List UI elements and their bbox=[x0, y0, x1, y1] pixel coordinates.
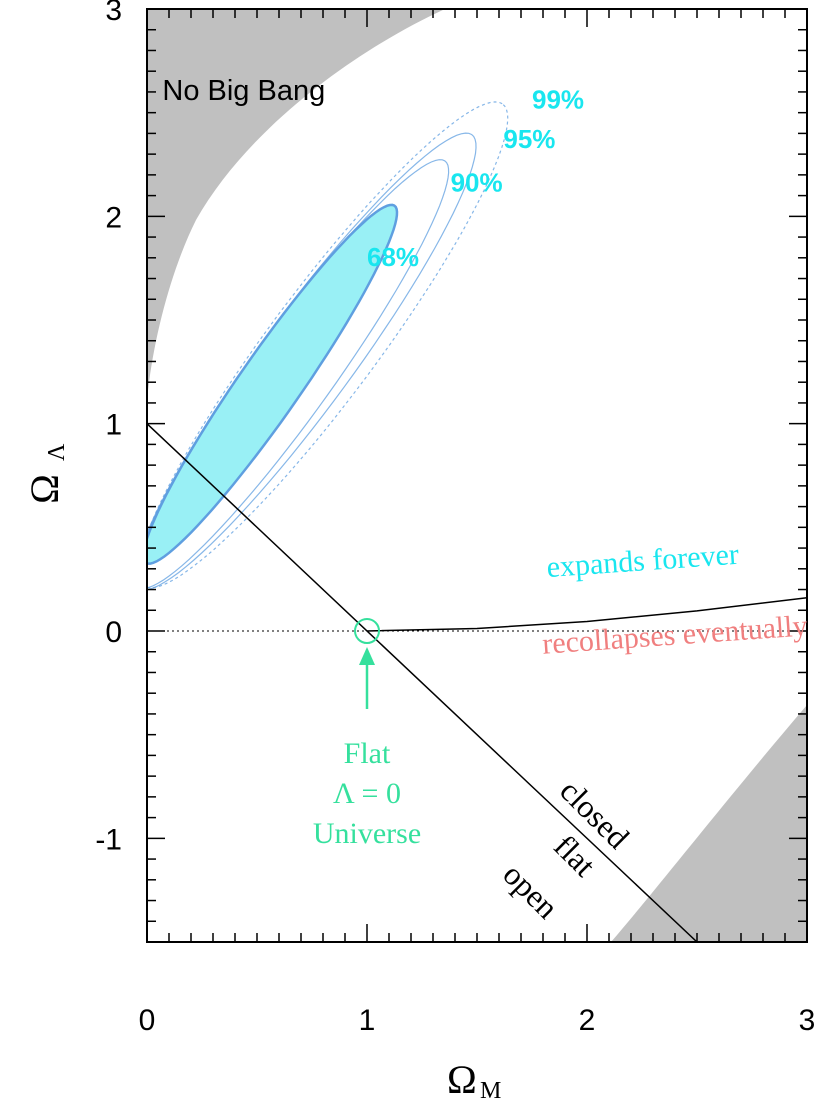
no-big-bang-label: No Big Bang bbox=[162, 75, 325, 107]
y-tick-label: 3 bbox=[105, 0, 122, 27]
axis-ticks bbox=[146, 8, 808, 943]
arrow-head bbox=[359, 647, 375, 665]
confidence-contours bbox=[147, 101, 509, 591]
x-tick-label: 0 bbox=[139, 1004, 156, 1037]
flat-universe-label-line3: Universe bbox=[313, 817, 421, 850]
x-tick-label: 1 bbox=[359, 1004, 376, 1037]
x-axis-title: Ω bbox=[447, 1057, 477, 1102]
y-axis-subscript: Λ bbox=[44, 443, 70, 461]
flat-universe-line bbox=[147, 423, 698, 942]
contour-99 bbox=[147, 101, 509, 589]
y-tick-label: 1 bbox=[105, 409, 122, 442]
y-tick-label: -1 bbox=[95, 823, 122, 856]
contour-label-90: 90% bbox=[451, 168, 503, 198]
lower-exclusion-region bbox=[611, 705, 807, 942]
no-big-bang-region bbox=[147, 9, 445, 400]
x-axis-subscript: M bbox=[480, 1078, 501, 1104]
y-tick-label: 0 bbox=[105, 616, 122, 649]
open-label: open bbox=[496, 856, 565, 925]
recollapses-label: recollapses eventually bbox=[541, 609, 808, 660]
contour-label-95: 95% bbox=[503, 124, 555, 154]
flat-universe-label-line2: Λ = 0 bbox=[333, 777, 401, 810]
x-tick-label: 3 bbox=[799, 1004, 816, 1037]
flat-universe-label-line1: Flat bbox=[344, 737, 391, 770]
x-tick-label: 2 bbox=[579, 1004, 596, 1037]
model-lines bbox=[147, 423, 807, 942]
axis-tick-labels: 0 1 2 3 -1 0 1 2 3 bbox=[95, 0, 815, 1037]
y-axis-title: Ω bbox=[22, 474, 67, 504]
contour-label-99: 99% bbox=[532, 85, 584, 115]
flat-universe-marker bbox=[354, 618, 380, 644]
contour-label-68: 68% bbox=[367, 242, 419, 272]
expansion-boundary-curve bbox=[366, 597, 807, 632]
flat-universe-arrow bbox=[359, 647, 375, 709]
contour-95 bbox=[147, 132, 477, 591]
y-axis-title-group: Ω Λ bbox=[22, 443, 70, 504]
expands-forever-label: expands forever bbox=[546, 538, 740, 584]
contour-68 bbox=[147, 203, 399, 565]
y-tick-label: 2 bbox=[105, 201, 122, 234]
